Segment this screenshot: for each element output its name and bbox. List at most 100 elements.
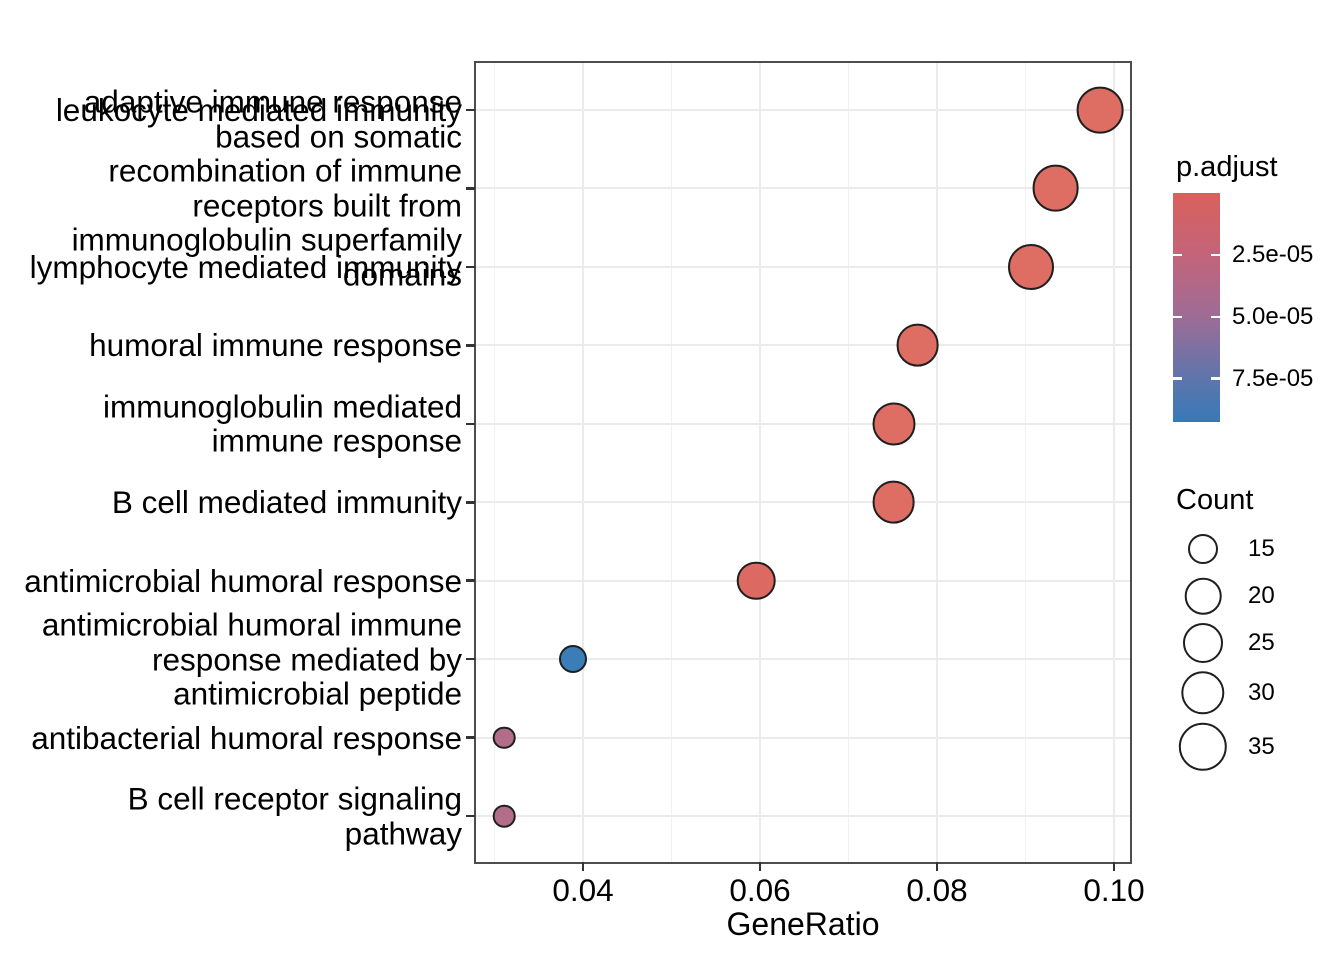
y-axis-label-line: recombination of immune xyxy=(108,152,462,189)
y-axis-label-line: receptors built from xyxy=(192,187,462,224)
major-gridline-y xyxy=(476,658,1130,661)
y-axis-tick xyxy=(466,501,475,504)
data-point xyxy=(492,726,516,749)
x-axis-tick xyxy=(581,862,585,871)
major-gridline-y xyxy=(476,736,1130,739)
colorbar-gradient xyxy=(1173,193,1220,422)
y-axis-label: lymphocyte mediated immunity xyxy=(30,250,462,285)
major-gridline-y xyxy=(476,344,1130,347)
count-legend-circle xyxy=(1188,534,1218,564)
y-axis-label: B cell mediated immunity xyxy=(112,485,462,520)
data-point xyxy=(872,480,916,524)
y-axis-tick xyxy=(466,579,475,582)
y-axis-label-line: immunoglobulin superfamily xyxy=(71,221,462,258)
data-point xyxy=(737,561,776,600)
major-gridline-x xyxy=(1113,63,1115,862)
y-axis-label-line: antimicrobial humoral immune xyxy=(41,606,462,643)
y-axis-label-line: immunoglobulin mediated xyxy=(103,388,462,425)
y-axis-label: immunoglobulin mediated immune response xyxy=(103,389,462,458)
data-point xyxy=(896,323,939,367)
count-legend-circle xyxy=(1184,577,1222,615)
y-axis-label-line: leukocyte mediated immunity xyxy=(55,91,462,128)
x-axis-tick-label: 0.10 xyxy=(1083,872,1145,908)
colorbar-tick-label: 7.5e-05 xyxy=(1232,364,1314,392)
y-axis-label-line: antibacterial humoral response xyxy=(31,719,462,756)
colorbar-tick-dash-right xyxy=(1211,315,1220,319)
major-gridline-y xyxy=(476,815,1130,818)
y-axis-label-line: B cell receptor signaling xyxy=(127,780,462,817)
x-axis-tick-label: 0.06 xyxy=(729,872,791,908)
y-axis-tick xyxy=(466,344,475,347)
data-point xyxy=(492,804,516,828)
x-axis-tick-label: 0.04 xyxy=(552,872,614,908)
y-axis-label-line: B cell mediated immunity xyxy=(111,484,462,520)
minor-gridline-x xyxy=(847,63,850,862)
y-axis-label-line: antimicrobial humoral response xyxy=(24,562,462,599)
data-point xyxy=(872,402,916,446)
count-legend-label: 25 xyxy=(1248,629,1275,656)
colorbar-legend-title: p.adjust xyxy=(1176,151,1278,183)
colorbar-tick-dash-left xyxy=(1173,253,1182,257)
x-axis-tick xyxy=(1112,862,1116,871)
data-point xyxy=(1007,243,1054,290)
count-legend-label: 35 xyxy=(1248,733,1275,760)
x-axis-tick-label: 0.08 xyxy=(906,872,968,908)
major-gridline-x xyxy=(582,63,584,862)
y-axis-tick xyxy=(466,187,475,190)
count-legend-circle xyxy=(1181,671,1225,715)
y-axis-label: B cell receptor signaling pathway xyxy=(128,782,462,851)
x-axis-tick xyxy=(935,862,939,871)
y-axis-tick xyxy=(466,657,475,661)
count-legend-circle xyxy=(1183,623,1223,663)
y-axis-label: humoral immune response xyxy=(89,328,462,363)
colorbar-tick-label: 2.5e-05 xyxy=(1232,240,1314,268)
y-axis-tick xyxy=(466,736,475,739)
y-axis-label-line: lymphocyte mediated immunity xyxy=(29,248,462,285)
y-axis-label-line: adaptive immune response xyxy=(83,83,462,120)
y-axis-label: antimicrobial humoral response xyxy=(24,563,462,598)
y-axis-tick xyxy=(466,422,475,426)
y-axis-label-line: pathway xyxy=(344,815,462,852)
count-legend-title: Count xyxy=(1176,484,1254,516)
major-gridline-y xyxy=(476,109,1130,111)
y-axis-label: antibacterial humoral response xyxy=(31,720,462,755)
y-axis-label-line: immune response xyxy=(211,422,462,459)
minor-gridline-x xyxy=(670,63,673,862)
y-axis-label-line: response mediated by xyxy=(152,640,462,677)
data-point xyxy=(1076,86,1124,134)
major-gridline-x xyxy=(936,63,938,862)
colorbar-tick-label: 5.0e-05 xyxy=(1232,302,1314,330)
y-axis-tick xyxy=(466,265,475,269)
minor-gridline-x xyxy=(493,63,496,862)
major-gridline-y xyxy=(476,422,1130,425)
major-gridline-y xyxy=(476,579,1130,582)
count-legend-label: 20 xyxy=(1248,582,1275,609)
major-gridline-y xyxy=(476,187,1130,190)
count-legend-label: 15 xyxy=(1248,535,1275,562)
count-legend-label: 30 xyxy=(1248,679,1275,706)
y-axis-label: leukocyte mediated immunity xyxy=(56,93,462,128)
y-axis-label: antimicrobial humoral immune response med… xyxy=(42,607,462,711)
y-axis-label-line: humoral immune response xyxy=(89,327,462,364)
colorbar-tick-dash-right xyxy=(1211,253,1220,257)
major-gridline-x xyxy=(759,63,761,862)
data-point xyxy=(1032,165,1079,212)
minor-gridline-x xyxy=(1024,63,1027,862)
y-axis-label-line: based on somatic xyxy=(215,118,462,155)
y-axis-label-line: domains xyxy=(342,256,462,293)
y-axis-label-line: antimicrobial peptide xyxy=(173,675,462,712)
y-axis-tick xyxy=(466,108,475,112)
major-gridline-y xyxy=(476,501,1130,504)
data-point xyxy=(559,645,588,674)
y-axis-tick xyxy=(466,814,475,818)
colorbar-tick-dash-left xyxy=(1173,315,1182,319)
x-axis-tick xyxy=(758,862,762,871)
plot-panel xyxy=(474,61,1132,864)
y-axis-label: adaptive immune response based on somatic… xyxy=(72,85,462,292)
colorbar-tick-dash-right xyxy=(1211,377,1220,380)
colorbar-tick-dash-left xyxy=(1173,377,1182,380)
count-legend-circle xyxy=(1178,722,1228,772)
major-gridline-y xyxy=(476,265,1130,268)
x-axis-title: GeneRatio xyxy=(726,906,880,942)
